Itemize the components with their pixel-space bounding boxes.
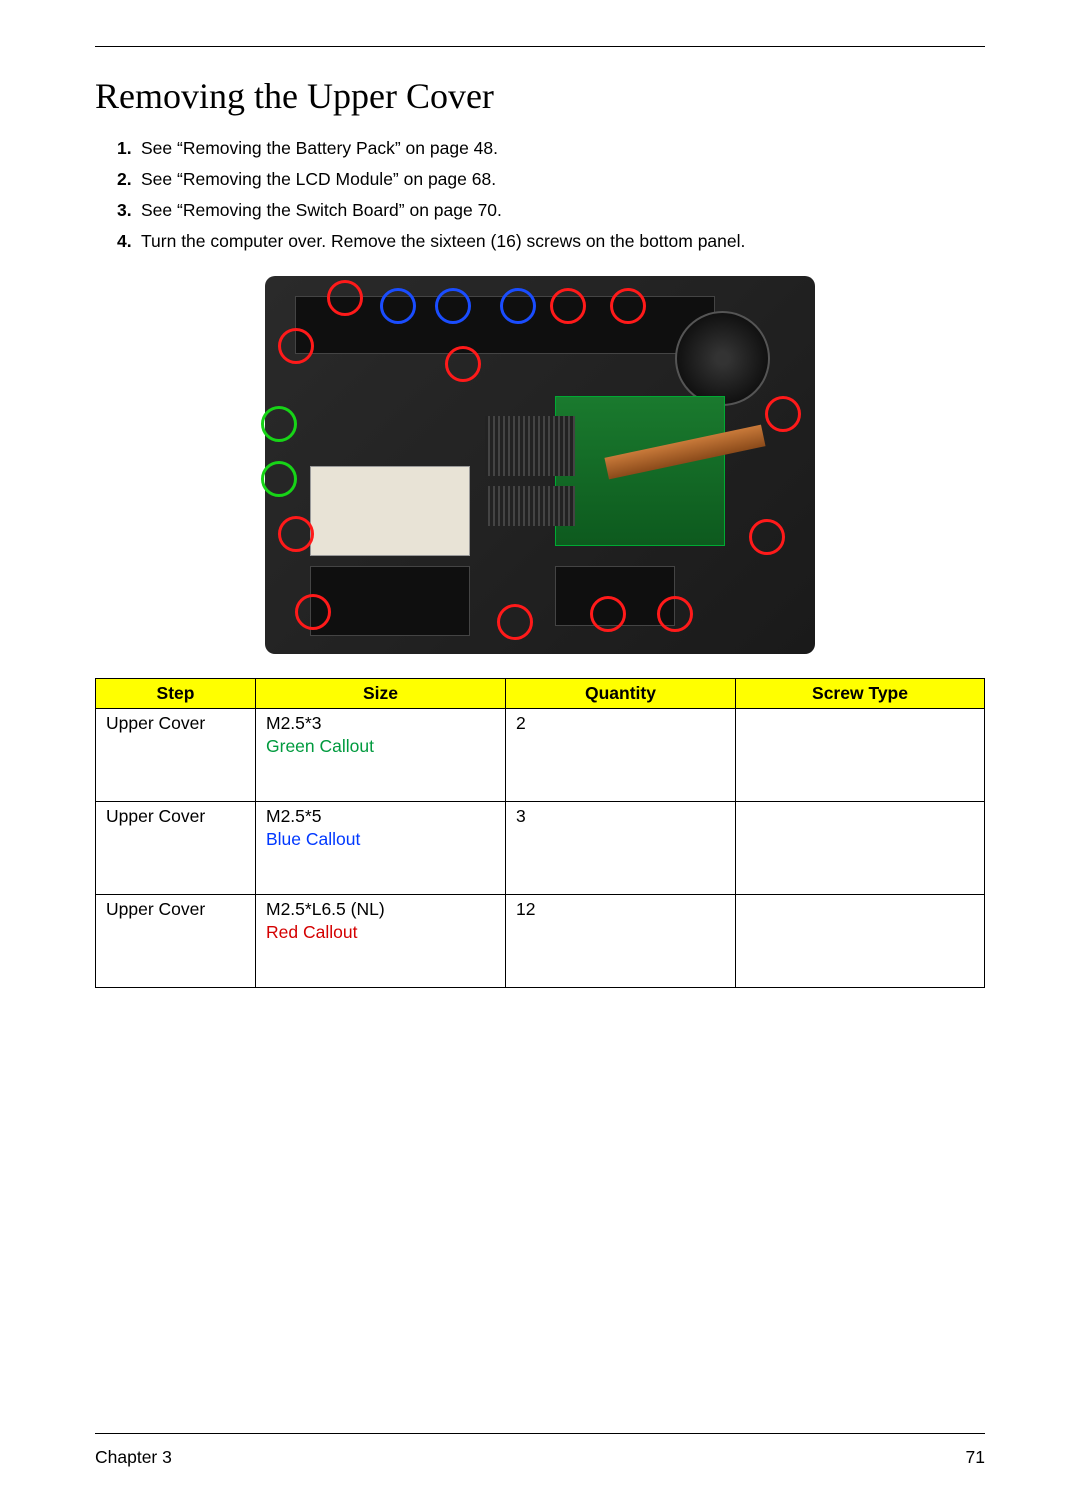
cell-step: Upper Cover (96, 894, 256, 987)
section-title: Removing the Upper Cover (95, 75, 985, 117)
cpu-fan (675, 311, 770, 406)
callout-label: Red Callout (266, 922, 495, 943)
col-size-header: Size (256, 678, 506, 708)
cell-quantity: 2 (506, 708, 736, 801)
top-rule (95, 46, 985, 47)
cell-size: M2.5*L6.5 (NL) Red Callout (256, 894, 506, 987)
cell-screw-type (736, 801, 985, 894)
cell-quantity: 3 (506, 801, 736, 894)
screw-callout-red (497, 604, 533, 640)
hdd-bay (310, 566, 470, 636)
step-text: See “Removing the LCD Module” on page 68… (141, 169, 496, 189)
cell-screw-type (736, 894, 985, 987)
step-number: 2. (117, 166, 141, 193)
screw-callout-blue (380, 288, 416, 324)
screw-callout-red (445, 346, 481, 382)
table-row: Upper Cover M2.5*5 Blue Callout 3 (96, 801, 985, 894)
cell-step: Upper Cover (96, 801, 256, 894)
cell-step: Upper Cover (96, 708, 256, 801)
screw-callout-red (278, 328, 314, 364)
screw-table: Step Size Quantity Screw Type Upper Cove… (95, 678, 985, 988)
step-text: See “Removing the Battery Pack” on page … (141, 138, 498, 158)
size-value: M2.5*5 (266, 806, 321, 826)
bottom-rule (95, 1433, 985, 1434)
col-type-header: Screw Type (736, 678, 985, 708)
screw-callout-red (765, 396, 801, 432)
screw-callout-green (261, 406, 297, 442)
step-item: 3.See “Removing the Switch Board” on pag… (117, 197, 985, 224)
step-number: 1. (117, 135, 141, 162)
cell-size: M2.5*3 Green Callout (256, 708, 506, 801)
step-number: 4. (117, 228, 141, 255)
step-item: 2.See “Removing the LCD Module” on page … (117, 166, 985, 193)
size-value: M2.5*3 (266, 713, 321, 733)
page: Removing the Upper Cover 1.See “Removing… (0, 0, 1080, 1512)
cell-screw-type (736, 708, 985, 801)
callout-label: Green Callout (266, 736, 495, 757)
step-number: 3. (117, 197, 141, 224)
steps-list: 1.See “Removing the Battery Pack” on pag… (117, 135, 985, 256)
figure-container (95, 266, 985, 664)
cell-size: M2.5*5 Blue Callout (256, 801, 506, 894)
step-item: 4.Turn the computer over. Remove the six… (117, 228, 985, 255)
table-row: Upper Cover M2.5*L6.5 (NL) Red Callout 12 (96, 894, 985, 987)
step-text: Turn the computer over. Remove the sixte… (141, 231, 745, 251)
screw-callout-red (657, 596, 693, 632)
laptop-bottom-figure (255, 266, 825, 664)
table-header-row: Step Size Quantity Screw Type (96, 678, 985, 708)
table-row: Upper Cover M2.5*3 Green Callout 2 (96, 708, 985, 801)
vent-grille-2 (485, 486, 575, 526)
screw-callout-red (295, 594, 331, 630)
col-step-header: Step (96, 678, 256, 708)
callout-label: Blue Callout (266, 829, 495, 850)
screw-callout-red (610, 288, 646, 324)
screw-callout-red (327, 280, 363, 316)
screw-callout-blue (435, 288, 471, 324)
step-text: See “Removing the Switch Board” on page … (141, 200, 502, 220)
footer-page: 71 (966, 1447, 985, 1468)
step-item: 1.See “Removing the Battery Pack” on pag… (117, 135, 985, 162)
screw-callout-red (278, 516, 314, 552)
screw-callout-blue (500, 288, 536, 324)
table-body: Upper CoverM2.5*3Green Callout2Upper Cov… (96, 708, 985, 987)
screw-callout-green (261, 461, 297, 497)
screw-callout-red (550, 288, 586, 324)
col-qty-header: Quantity (506, 678, 736, 708)
page-footer: Chapter 3 71 (95, 1447, 985, 1468)
screw-callout-red (590, 596, 626, 632)
cell-quantity: 12 (506, 894, 736, 987)
vent-grille-1 (485, 416, 575, 476)
screw-callout-red (749, 519, 785, 555)
footer-chapter: Chapter 3 (95, 1447, 172, 1468)
service-label (310, 466, 470, 556)
size-value: M2.5*L6.5 (NL) (266, 899, 385, 919)
